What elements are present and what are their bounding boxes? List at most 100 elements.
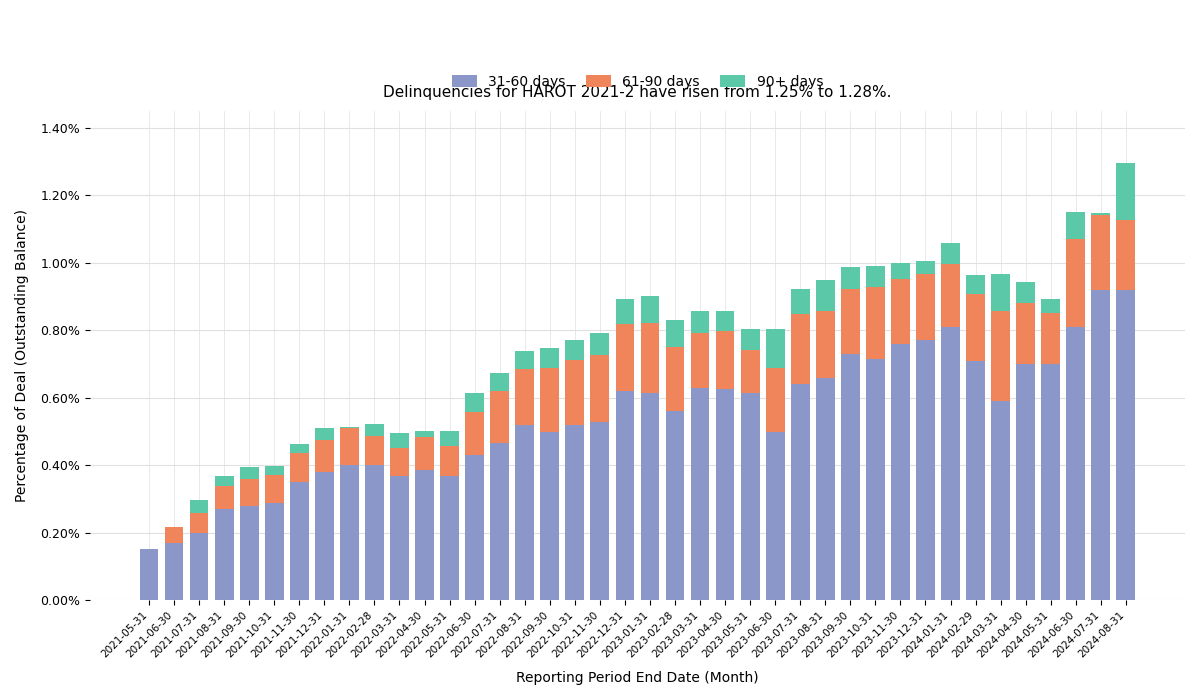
- Bar: [1067, 239, 1085, 327]
- Bar: [390, 475, 409, 601]
- Bar: [740, 349, 760, 393]
- Bar: [290, 444, 308, 453]
- Bar: [314, 440, 334, 472]
- Bar: [766, 432, 785, 601]
- X-axis label: Reporting Period End Date (Month): Reporting Period End Date (Month): [516, 671, 758, 685]
- Bar: [415, 438, 434, 470]
- Bar: [215, 510, 234, 601]
- Bar: [916, 261, 935, 274]
- Bar: [816, 281, 835, 311]
- Bar: [340, 466, 359, 601]
- Bar: [590, 332, 610, 355]
- Bar: [991, 401, 1010, 601]
- Bar: [491, 391, 509, 443]
- Bar: [892, 263, 910, 279]
- Bar: [190, 513, 209, 533]
- Bar: [941, 263, 960, 327]
- Bar: [991, 274, 1010, 311]
- Bar: [540, 348, 559, 368]
- Bar: [816, 377, 835, 601]
- Bar: [791, 384, 810, 601]
- Bar: [491, 372, 509, 391]
- Bar: [314, 472, 334, 601]
- Bar: [966, 294, 985, 360]
- Bar: [415, 430, 434, 438]
- Title: Delinquencies for HAROT 2021-2 have risen from 1.25% to 1.28%.: Delinquencies for HAROT 2021-2 have rise…: [383, 85, 892, 100]
- Bar: [466, 393, 484, 412]
- Bar: [565, 425, 584, 601]
- Bar: [866, 359, 884, 601]
- Bar: [515, 351, 534, 369]
- Bar: [1042, 313, 1060, 364]
- Bar: [1116, 220, 1135, 290]
- Bar: [1091, 290, 1110, 601]
- Bar: [766, 368, 785, 432]
- Bar: [1116, 163, 1135, 220]
- Bar: [1016, 364, 1036, 601]
- Bar: [1091, 214, 1110, 215]
- Bar: [1016, 282, 1036, 302]
- Bar: [841, 354, 859, 601]
- Bar: [314, 428, 334, 440]
- Bar: [340, 426, 359, 428]
- Bar: [240, 479, 258, 506]
- Bar: [740, 330, 760, 349]
- Bar: [1067, 327, 1085, 601]
- Bar: [991, 311, 1010, 401]
- Bar: [691, 388, 709, 601]
- Bar: [791, 314, 810, 384]
- Bar: [515, 425, 534, 601]
- Bar: [565, 340, 584, 360]
- Bar: [540, 432, 559, 601]
- Bar: [1067, 211, 1085, 239]
- Bar: [440, 430, 458, 446]
- Bar: [466, 412, 484, 455]
- Bar: [290, 453, 308, 482]
- Bar: [866, 288, 884, 359]
- Bar: [440, 475, 458, 601]
- Bar: [740, 393, 760, 601]
- Bar: [892, 344, 910, 601]
- Bar: [616, 391, 635, 601]
- Bar: [866, 265, 884, 288]
- Bar: [164, 543, 184, 601]
- Bar: [641, 393, 659, 601]
- Bar: [215, 475, 234, 486]
- Bar: [491, 443, 509, 601]
- Bar: [1016, 302, 1036, 364]
- Bar: [190, 533, 209, 601]
- Bar: [215, 486, 234, 510]
- Bar: [966, 360, 985, 601]
- Bar: [941, 327, 960, 601]
- Bar: [715, 331, 734, 389]
- Bar: [715, 311, 734, 331]
- Legend: 31-60 days, 61-90 days, 90+ days: 31-60 days, 61-90 days, 90+ days: [446, 69, 829, 94]
- Bar: [565, 360, 584, 425]
- Bar: [666, 346, 684, 412]
- Bar: [966, 275, 985, 294]
- Bar: [616, 299, 635, 324]
- Bar: [641, 295, 659, 323]
- Bar: [766, 330, 785, 368]
- Bar: [365, 424, 384, 435]
- Bar: [265, 466, 283, 475]
- Bar: [515, 369, 534, 425]
- Bar: [1116, 290, 1135, 601]
- Bar: [841, 267, 859, 289]
- Bar: [415, 470, 434, 601]
- Bar: [240, 506, 258, 601]
- Bar: [139, 549, 158, 601]
- Bar: [265, 475, 283, 503]
- Bar: [816, 311, 835, 377]
- Bar: [616, 324, 635, 391]
- Y-axis label: Percentage of Deal (Outstanding Balance): Percentage of Deal (Outstanding Balance): [16, 209, 29, 502]
- Bar: [691, 311, 709, 333]
- Bar: [440, 446, 458, 475]
- Bar: [916, 274, 935, 340]
- Bar: [466, 455, 484, 601]
- Bar: [240, 467, 258, 479]
- Bar: [916, 340, 935, 601]
- Bar: [290, 482, 308, 601]
- Bar: [892, 279, 910, 344]
- Bar: [340, 428, 359, 466]
